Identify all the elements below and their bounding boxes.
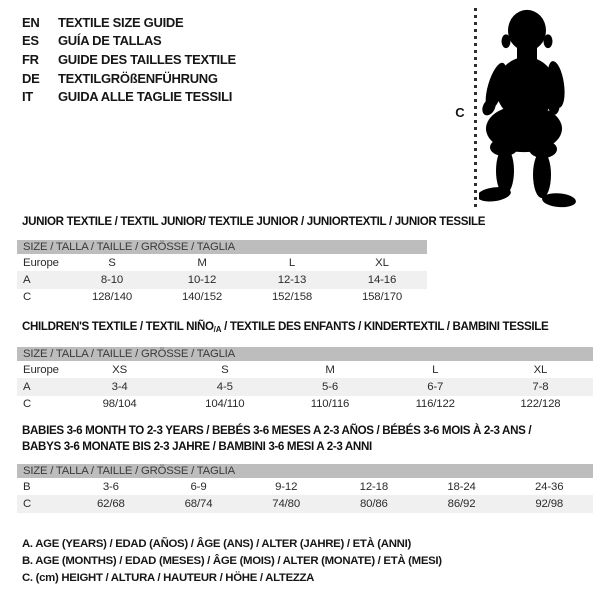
section-title-text: BABYS 3-6 MONATE BIS 2-3 JAHRE / BAMBINI…: [22, 440, 372, 453]
section-title-text: JUNIOR TEXTILE / TEXTIL JUNIOR/ TEXTILE …: [22, 215, 486, 228]
table-cell: 24-36: [535, 480, 564, 493]
table-cell: S: [108, 256, 116, 269]
language-code: ES: [22, 33, 39, 49]
section-title-text: /A: [213, 325, 222, 334]
language-label: TEXTILGRÖßENFÜHRUNG: [58, 70, 218, 86]
table-cell: 80/86: [359, 497, 388, 510]
table-cell: XS: [112, 363, 128, 376]
table-cell: 110/116: [310, 398, 350, 411]
footnote-line: C. (cm) HEIGHT / ALTURA / HAUTEUR / HÖHE…: [22, 572, 315, 585]
language-row: IT GUIDA ALLE TAGLIE TESSILI: [22, 87, 236, 106]
language-code: DE: [22, 70, 40, 86]
language-label: TEXTILE SIZE GUIDE: [58, 14, 184, 30]
table-cell: 10-12: [187, 273, 217, 286]
table-cell: XL: [375, 256, 389, 269]
size-table-header: SIZE / TALLA / TAILLE / GRÖSSE / TAGLIA: [17, 347, 593, 361]
table-cell: M: [325, 363, 335, 376]
language-label: GUIDA ALLE TAGLIE TESSILI: [58, 89, 233, 105]
language-row: EN TEXTILE SIZE GUIDE: [22, 13, 236, 32]
table-cell: M: [197, 256, 207, 269]
table-cell: XL: [533, 363, 548, 376]
section-title: JUNIOR TEXTILE / TEXTIL JUNIOR/ TEXTILE …: [17, 214, 485, 230]
language-row: ES GUÍA DE TALLAS: [22, 32, 236, 51]
size-table-header: SIZE / TALLA / TAILLE / GRÖSSE / TAGLIA: [17, 464, 593, 478]
row-label: Europe: [23, 256, 59, 269]
table-cell: 92/98: [535, 497, 564, 510]
table-row: Europe XS S M L XL: [17, 361, 593, 378]
section-title-text: CHILDREN'S TEXTILE / TEXTIL NIÑO: [22, 320, 214, 333]
table-cell: 68/74: [184, 497, 213, 510]
language-code: EN: [22, 14, 40, 30]
table-cell: 152/158: [271, 291, 313, 304]
table-cell: 12-13: [277, 273, 307, 286]
section-title: CHILDREN'S TEXTILE / TEXTIL NIÑO/A / TEX…: [17, 319, 593, 338]
table-row: C 98/104 104/110 110/116 116/122 122/128: [17, 396, 593, 413]
table-cell: 122/128: [520, 398, 561, 411]
language-code: FR: [22, 51, 39, 67]
section-title-text: / TEXTILE DES ENFANTS / KINDERTEXTIL / B…: [221, 320, 549, 333]
row-label: B: [23, 480, 31, 493]
language-label: GUÍA DE TALLAS: [58, 33, 162, 49]
table-row: A 3-4 4-5 5-6 6-7 7-8: [17, 378, 593, 396]
table-cell: 6-7: [427, 380, 444, 393]
table-cell: L: [432, 363, 439, 376]
row-label: A: [23, 380, 31, 393]
footnote-line: A. AGE (YEARS) / EDAD (AÑOS) / ÂGE (ANS)…: [22, 538, 411, 550]
baby-silhouette-icon: [479, 9, 576, 208]
row-label: C: [23, 398, 32, 411]
table-cell: 9-12: [275, 480, 298, 493]
table-cell: S: [221, 363, 229, 376]
row-label: C: [23, 291, 32, 304]
size-table-header: SIZE / TALLA / TAILLE / GRÖSSE / TAGLIA: [17, 240, 427, 254]
table-cell: 158/170: [361, 291, 403, 304]
table-row: A 8-10 10-12 12-13 14-16: [17, 271, 427, 289]
section-title: BABYS 3-6 MONATE BIS 2-3 JAHRE / BAMBINI…: [17, 439, 593, 455]
table-cell: 6-9: [190, 480, 207, 493]
height-marker-label: C: [455, 105, 465, 120]
table-cell: 74/80: [272, 497, 301, 510]
height-measure-dashed-line: [474, 8, 477, 209]
table-cell: 7-8: [532, 380, 549, 393]
table-cell: 14-16: [367, 273, 397, 286]
table-cell: L: [288, 256, 296, 269]
table-cell: 62/68: [96, 497, 125, 510]
table-cell: 3-6: [102, 480, 119, 493]
table-row: C 62/68 68/74 74/80 80/86 86/92 92/98: [17, 495, 593, 513]
size-table: SIZE / TALLA / TAILLE / GRÖSSE / TAGLIA E…: [17, 240, 427, 306]
table-cell: 86/92: [447, 497, 476, 510]
table-cell: 98/104: [102, 398, 137, 411]
table-row: C 128/140 140/152 152/158 158/170: [17, 289, 427, 306]
table-cell: 18-24: [447, 480, 476, 493]
table-cell: 116/122: [415, 398, 455, 411]
table-cell: 128/140: [91, 291, 133, 304]
row-label: A: [23, 273, 31, 286]
language-row: DE TEXTILGRÖßENFÜHRUNG: [22, 69, 236, 88]
table-cell: 5-6: [322, 380, 339, 393]
table-row: B 3-6 6-9 9-12 12-18 18-24 24-36: [17, 478, 593, 495]
size-table: SIZE / TALLA / TAILLE / GRÖSSE / TAGLIA E…: [17, 347, 593, 413]
table-cell: 4-5: [216, 380, 233, 393]
table-cell: 104/110: [205, 398, 245, 411]
language-code: IT: [22, 89, 33, 105]
table-row: Europe S M L XL: [17, 254, 427, 271]
language-row: FR GUIDE DES TAILLES TEXTILE: [22, 50, 236, 69]
size-table: SIZE / TALLA / TAILLE / GRÖSSE / TAGLIA B…: [17, 464, 593, 513]
row-label: Europe: [23, 363, 59, 376]
footnote-line: B. AGE (MONTHS) / EDAD (MESES) / ÂGE (MO…: [22, 555, 442, 568]
size-table-section: BABIES 3-6 MONTH TO 2-3 YEARS / BEBÉS 3-…: [17, 423, 593, 513]
size-table-section: JUNIOR TEXTILE / TEXTIL JUNIOR/ TEXTILE …: [17, 214, 485, 306]
footnote-legend: A. AGE (YEARS) / EDAD (AÑOS) / ÂGE (ANS)…: [22, 536, 442, 588]
section-title-text: BABIES 3-6 MONTH TO 2-3 YEARS / BEBÉS 3-…: [22, 424, 532, 437]
section-title: BABIES 3-6 MONTH TO 2-3 YEARS / BEBÉS 3-…: [17, 423, 593, 439]
table-cell: 3-4: [111, 380, 128, 393]
size-table-section: CHILDREN'S TEXTILE / TEXTIL NIÑO/A / TEX…: [17, 319, 593, 413]
row-label: C: [23, 497, 32, 510]
table-cell: 12-18: [359, 480, 389, 493]
table-cell: 8-10: [100, 273, 124, 286]
language-title-list: EN TEXTILE SIZE GUIDE ES GUÍA DE TALLAS FR GU…: [22, 13, 236, 106]
table-cell: 140/152: [181, 291, 223, 304]
language-label: GUIDE DES TAILLES TEXTILE: [58, 51, 236, 67]
